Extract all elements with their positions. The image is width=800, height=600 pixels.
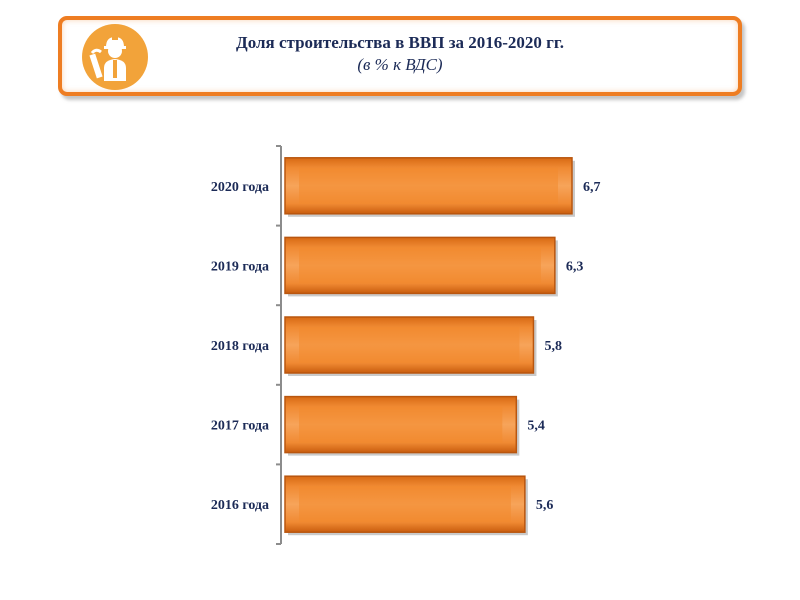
bar-bevel — [299, 486, 511, 523]
category-label: 2020 года — [211, 180, 269, 195]
bars-group — [284, 157, 575, 536]
data-label: 5,4 — [527, 419, 545, 434]
category-label: 2017 года — [211, 419, 269, 434]
construction-worker-icon — [82, 24, 148, 90]
bar-bevel — [299, 247, 541, 284]
y-axis — [276, 145, 282, 545]
bar-bevel — [299, 327, 520, 363]
category-label: 2018 года — [211, 339, 269, 354]
chart-title: Доля строительства в ВВП за 2016-2020 гг… — [236, 33, 564, 52]
category-label: 2019 года — [211, 259, 269, 274]
data-label: 5,8 — [544, 339, 562, 354]
title-banner: Доля строительства в ВВП за 2016-2020 гг… — [58, 16, 742, 96]
category-label: 2016 года — [211, 498, 269, 513]
data-label: 6,7 — [583, 180, 601, 195]
bar-bevel — [299, 167, 558, 204]
labels-group: 2020 года 6,7 2019 года 6,3 2018 года 5,8 2017… — [211, 180, 601, 513]
bar-bevel — [299, 406, 503, 443]
data-label: 6,3 — [566, 259, 584, 274]
data-label: 5,6 — [536, 498, 554, 513]
chart-subtitle: (в % к ВДС) — [357, 55, 443, 74]
